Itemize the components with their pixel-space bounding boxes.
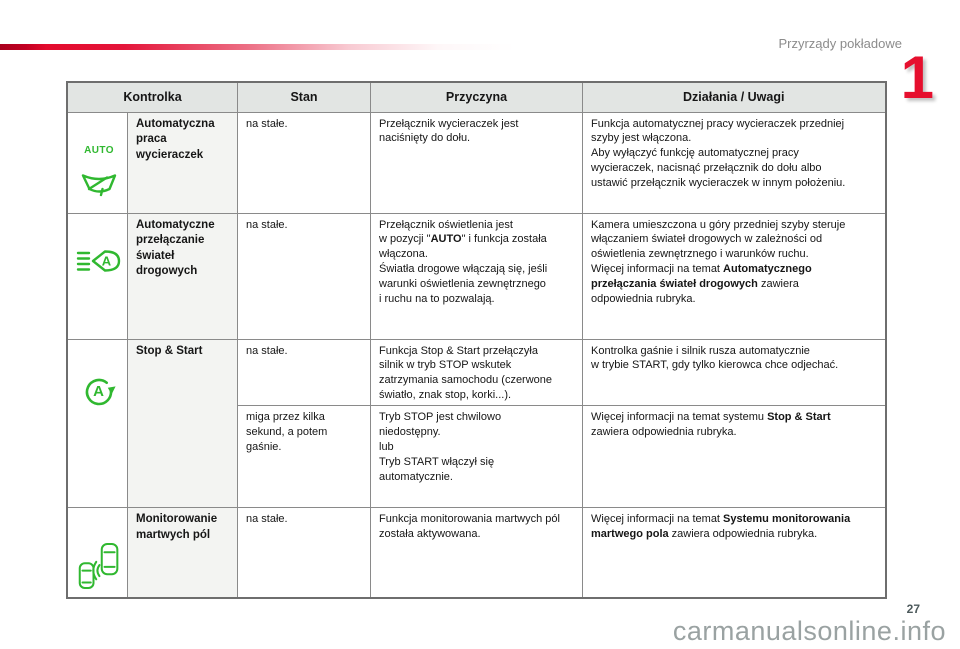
actions-cell: Więcej informacji na temat Systemu monit… [582,507,886,599]
table-row: Monitorowanie martwych pól na stałe. Fun… [66,507,886,599]
indicator-icon-cell: A [66,212,128,340]
state-cell: na stałe. [237,212,371,340]
state-cell: na stałe. [237,338,371,407]
section-title: Przyrządy pokładowe [778,36,902,51]
table-header-row: Kontrolka Stan Przyczyna Działania / Uwa… [66,81,886,113]
actions-cell: Kamera umieszczona u góry przedniej szyb… [582,212,886,340]
stop-start-circle-icon: A [85,379,116,406]
actions-cell: Kontrolka gaśnie i silnik rusza automaty… [582,338,886,407]
indicator-icon-cell: A [66,338,128,509]
actions-cell: Więcej informacji na temat systemu Stop … [582,405,886,509]
indicator-label: Automatyczna praca wycieraczek [127,111,238,214]
actions-cell: Funkcja automatycznej pracy wycieraczek … [582,111,886,214]
indicator-table: Kontrolka Stan Przyczyna Działania / Uwa… [66,81,887,600]
state-cell: miga przez kilka sekund, a potem gaśnie. [237,405,371,509]
indicator-label: Automatyczne przełączanie świateł drogow… [127,212,238,340]
watermark: carmanualsonline.info [672,616,946,646]
high-beam-icon: A [76,250,121,273]
col-header-stan: Stan [237,81,371,113]
indicator-label: Stop & Start [127,338,238,509]
blind-spot-monitoring-icon [77,527,121,595]
auto-wipers-icon-label: AUTO [84,145,114,157]
auto-wipers-icon: AUTO [80,131,118,202]
high-beam-auto-letter: A [102,254,112,269]
stop-start-icon: A [81,358,117,414]
cause-cell: Tryb STOP jest chwilowo niedostępny. lub… [370,405,583,509]
table-row: A Stop & Start na stałe. Funkcja Stop & … [66,338,886,509]
cause-cell: Funkcja monitorowania martwych pól zosta… [370,507,583,599]
state-cell: na stałe. [237,111,371,214]
table-row: AUTO Automatyczna praca wycieraczek na s… [66,111,886,214]
stop-start-auto-letter: A [93,383,104,400]
col-header-dzialania: Działania / Uwagi [582,81,886,113]
cause-cell: Przełącznik oświetlenia jest w pozycji "… [370,212,583,340]
wiper-icon [81,174,117,197]
indicator-icon-cell [66,507,128,599]
cause-cell: Funkcja Stop & Start przełączyła silnik … [370,338,583,407]
table-row: A Automatyczne przełączanie świateł drog… [66,212,886,340]
col-header-kontrolka: Kontrolka [66,81,238,113]
col-header-przyczyna: Przyczyna [370,81,583,113]
blind-spot-cars-icon [78,543,119,590]
indicator-label: Monitorowanie martwych pól [127,507,238,599]
table-row: miga przez kilka sekund, a potem gaśnie.… [67,405,886,509]
state-cell: na stałe. [237,507,371,599]
auto-high-beam-icon: A [76,232,122,280]
indicator-icon-cell: AUTO [66,111,128,214]
chapter-number: 1 [900,44,934,111]
cause-cell: Przełącznik wycieraczek jest naciśnięty … [370,111,583,214]
accent-bar [0,44,515,50]
page-number: 27 [906,602,920,616]
